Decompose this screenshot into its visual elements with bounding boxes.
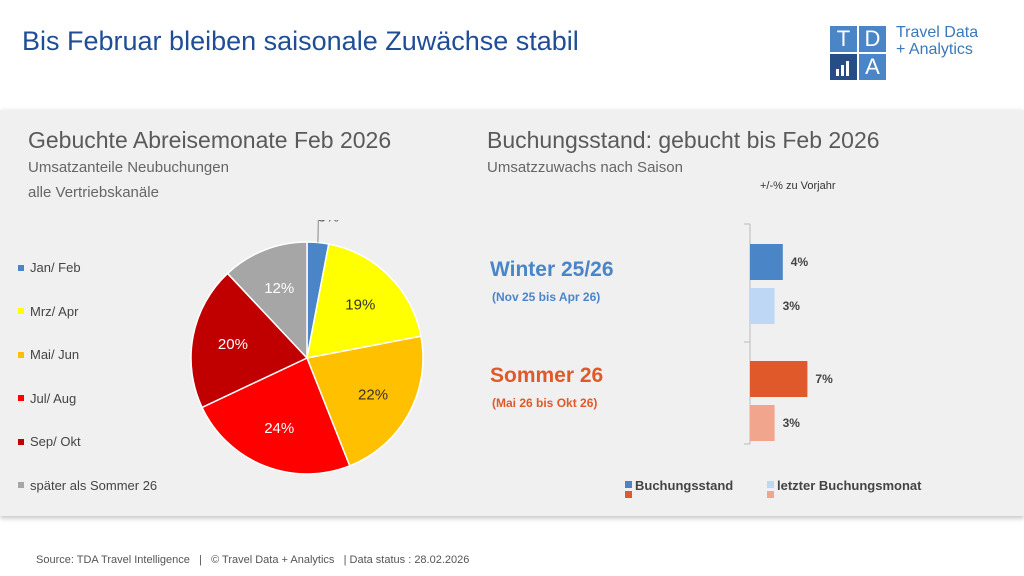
bar-data-label-winter-25-26-letzter-buchungsmonat: 3% [783, 299, 801, 313]
legend-label: Mrz/ Apr [30, 303, 79, 319]
legend-label: später als Sommer 26 [30, 477, 158, 493]
season-period-summer: (Mai 26 bis Okt 26) [492, 396, 598, 410]
season-label-winter: Winter 25/26 [490, 258, 614, 281]
logo-letter-a: A [859, 54, 886, 80]
pie-slice-mai-jun [305, 335, 424, 467]
bar-winter-25-26-letzter-buchungsmonat [750, 288, 775, 324]
logo-letter-d: D [859, 26, 886, 52]
pie-chart: 3% 19% 22% 24% 20% 12% [190, 220, 424, 475]
legend-label-buchungsstand: Buchungsstand [635, 478, 734, 493]
logo-text-line2: + Analytics [896, 41, 973, 58]
bar-data-label-winter-25-26-buchungsstand: 4% [791, 255, 809, 269]
legend-item-jul-aug: Jul/ Aug [18, 391, 76, 406]
season-period-winter: (Nov 25 bis Apr 26) [492, 290, 601, 304]
legend-label: Jan/ Feb [30, 260, 81, 275]
pie-data-label-jul-aug: 24% [264, 420, 294, 437]
footer-source: Source: TDA Travel Intelligence | © Trav… [36, 554, 470, 566]
bar-winter-25-26-buchungsstand [750, 244, 783, 280]
legend-label: Sep/ Okt [30, 434, 81, 449]
logo-text: Travel Data + Analytics [896, 24, 978, 58]
legend-swatch-buchungsstand [625, 481, 632, 488]
page-title: Bis Februar bleiben saisonale Zuwächse s… [22, 26, 579, 56]
bar-axis-note: +/-% zu Vorjahr [760, 180, 836, 192]
legend-swatch [18, 351, 24, 358]
pie-slice-jul-aug [201, 356, 351, 475]
legend-swatch [18, 438, 24, 445]
legend-item-jan-feb: Jan/ Feb [18, 260, 81, 275]
logo-text-line1: Travel Data [896, 24, 979, 41]
legend-item-mai-jun: Mai/ Jun [18, 347, 79, 362]
legend-swatch-buchungsstand-2 [625, 491, 632, 498]
legend-label: Jul/ Aug [30, 390, 77, 406]
pie-data-label-mai-jun: 22% [358, 386, 388, 403]
tda-logo: T D A [830, 26, 888, 82]
legend-swatch [18, 264, 24, 271]
logo-letter-t: T [830, 26, 857, 52]
bar-data-label-sommer-26-buchungsstand: 7% [815, 372, 833, 386]
bar-chart-icon [830, 54, 857, 80]
pie-data-label-sp-ter-als-sommer-26: 12% [264, 280, 294, 297]
bar-chart-title: Buchungsstand: gebucht bis Feb 2026 [487, 127, 880, 153]
legend-item-mrz-apr: Mrz/ Apr [18, 304, 78, 319]
pie-chart-subtitle-1: Umsatzanteile Neubuchungen [28, 159, 229, 176]
legend-swatch-letzter-monat [767, 481, 774, 488]
pie-data-label-jan-feb: 3% [318, 220, 340, 226]
pie-data-label-sep-okt: 20% [218, 336, 248, 353]
legend-swatch [18, 395, 24, 402]
pie-chart-subtitle-2: alle Vertriebskanäle [28, 184, 159, 201]
legend-swatch-letzter-monat-2 [767, 491, 774, 498]
legend-swatch [18, 308, 24, 315]
legend-item-sep-okt: Sep/ Okt [18, 434, 81, 449]
bar-chart: 4% 3% 7% 3% [744, 223, 833, 445]
content-panel [0, 110, 1024, 516]
pie-slice-sp-ter-als-sommer-26 [226, 241, 308, 360]
pie-slice-sep-okt [190, 272, 309, 409]
pie-slice-mrz-apr [306, 243, 422, 359]
legend-label-letzter-monat: letzter Buchungsmonat [777, 478, 922, 493]
bar-data-label-sommer-26-letzter-buchungsmonat: 3% [783, 416, 801, 430]
bar-sommer-26-letzter-buchungsmonat [750, 405, 775, 441]
pie-chart-title: Gebuchte Abreisemonate Feb 2026 [28, 127, 392, 153]
legend-swatch [18, 482, 24, 489]
season-label-summer: Sommer 26 [490, 364, 604, 387]
pie-data-label-mrz-apr: 19% [345, 297, 375, 314]
bar-sommer-26-buchungsstand [750, 361, 808, 397]
legend-item-sp-ter-als-sommer-26: später als Sommer 26 [18, 478, 157, 493]
bar-chart-subtitle: Umsatzzuwachs nach Saison [487, 159, 683, 176]
legend-label: Mai/ Jun [30, 347, 80, 362]
